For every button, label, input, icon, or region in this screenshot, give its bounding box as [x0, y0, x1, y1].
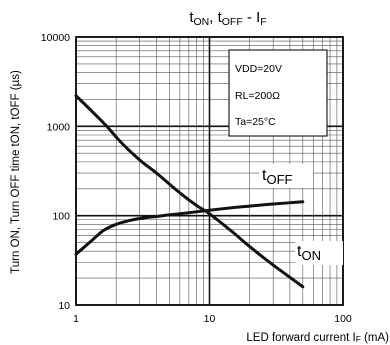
plot-frame [75, 36, 344, 306]
x-tick-label: 10 [204, 313, 216, 325]
ton-label: tON [295, 241, 343, 265]
y-tick-label: 10000 [41, 32, 70, 44]
svg-text:tON: tON [297, 243, 321, 263]
toff-label: tOFF [259, 164, 313, 188]
svg-text:tOFF: tOFF [262, 167, 293, 187]
x-tick-label: 1 [73, 313, 79, 325]
conditions-box-frame [228, 49, 328, 137]
y-axis-label: Turn ON, Turn OFF time tON, tOFF (µs) [10, 70, 22, 274]
condition-rl: RL=200Ω [235, 90, 280, 102]
y-tick-label: 1000 [47, 121, 71, 133]
series-line-ton [74, 200, 305, 256]
y-tick-label: 10 [58, 300, 70, 312]
conditions-box: VDD=20V RL=200Ω Ta=25°C [228, 49, 328, 137]
series-line-toff [74, 94, 305, 289]
curves [74, 94, 305, 289]
y-tick-label: 100 [52, 211, 70, 223]
x-tick-label: 100 [334, 313, 352, 325]
condition-ta: Ta=25°C [235, 116, 276, 128]
chart-title: tON, tOFF - IF [189, 9, 266, 28]
condition-vdd: VDD=20V [235, 63, 282, 75]
x-axis-label: LED forward current IF (mA) [246, 332, 389, 344]
